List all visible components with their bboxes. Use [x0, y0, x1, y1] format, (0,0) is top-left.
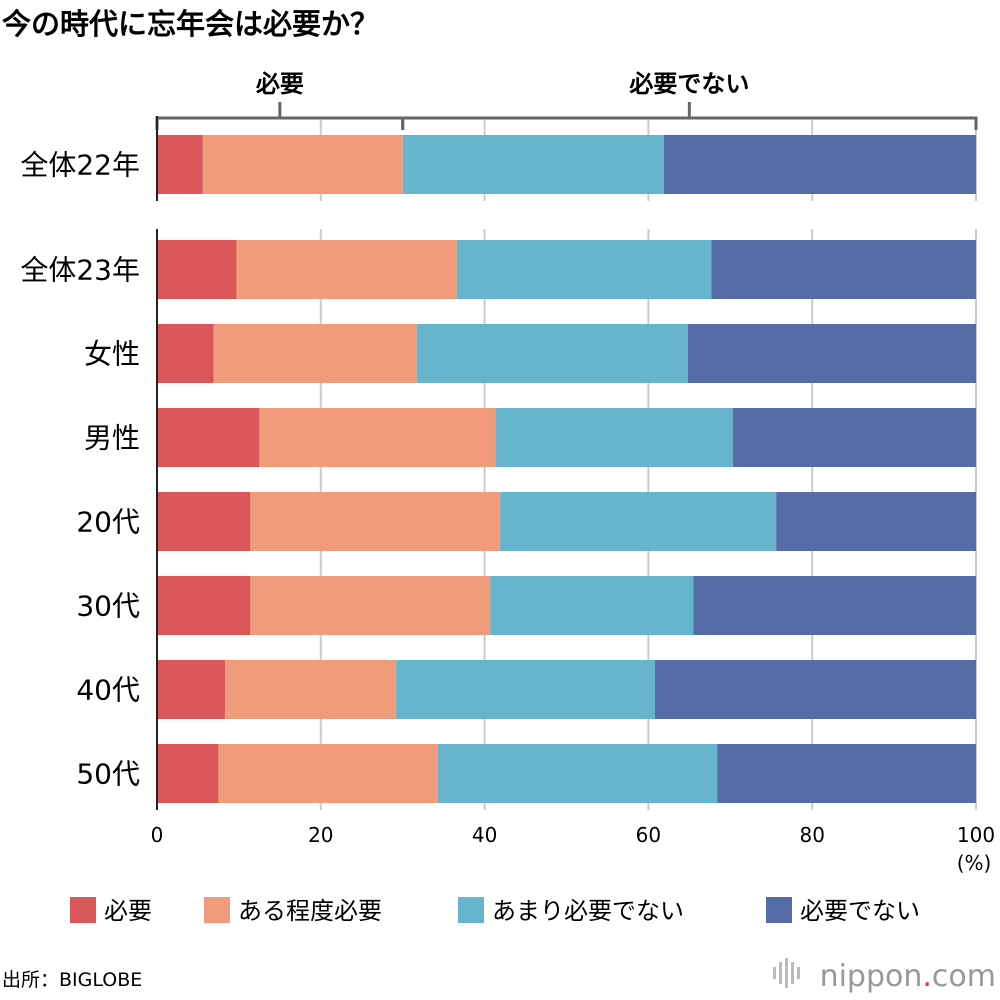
bar-segment	[157, 324, 214, 383]
bar-segment	[157, 135, 203, 194]
legend-swatch	[458, 897, 484, 923]
bar-segment	[224, 660, 397, 719]
x-tick-label: 0	[151, 823, 164, 847]
category-label: 20代	[76, 506, 140, 539]
bar-segment	[259, 408, 496, 467]
bar-segment	[776, 492, 976, 551]
brand-suffix: com	[932, 959, 996, 994]
bar-segment	[495, 408, 733, 467]
brand-name: nippon	[820, 959, 923, 994]
bar-segment	[202, 135, 403, 194]
category-label: 40代	[76, 674, 140, 707]
bar-segment	[157, 492, 251, 551]
bar-segment	[732, 408, 976, 467]
legend-label: 必要	[104, 897, 152, 925]
category-label: 男性	[84, 422, 140, 455]
category-label: 全体22年	[20, 149, 140, 182]
bar-segment	[437, 744, 718, 803]
category-label: 全体23年	[20, 254, 140, 287]
bar-segment	[213, 324, 417, 383]
x-tick-label: 60	[636, 823, 661, 847]
brand-text: nippon.com	[820, 959, 996, 994]
legend-swatch	[766, 897, 792, 923]
brand-waves-icon	[773, 958, 800, 988]
bars	[157, 135, 976, 803]
legend-swatch	[204, 897, 230, 923]
group-bracket	[155, 116, 405, 130]
source-note: 出所：BIGLOBE	[2, 969, 142, 991]
legend-label: ある程度必要	[238, 897, 382, 925]
group-label: 必要でない	[629, 70, 749, 98]
bar-segment	[654, 660, 976, 719]
category-label: 30代	[76, 590, 140, 623]
group-bracket	[401, 116, 978, 130]
legend-label: 必要でない	[800, 897, 920, 925]
bar-segment	[157, 240, 237, 299]
category-label: 50代	[76, 758, 140, 791]
bar-segment	[687, 324, 976, 383]
legend-label: あまり必要でない	[492, 897, 684, 925]
legend: 必要 ある程度必要 あまり必要でない 必要でない	[70, 897, 920, 925]
brand-dot: .	[922, 959, 932, 994]
brand-logo: nippon.com	[773, 958, 996, 994]
bar-segment	[250, 576, 491, 635]
group-brackets: 必要 必要でない	[155, 70, 978, 130]
bar-segment	[456, 240, 712, 299]
bar-segment	[693, 576, 976, 635]
bar-segment	[490, 576, 694, 635]
category-label: 女性	[84, 338, 140, 371]
unit-label: (%)	[957, 851, 992, 875]
x-tick-label: 100	[957, 823, 995, 847]
bar-segment	[396, 660, 655, 719]
bar-segment	[416, 324, 688, 383]
x-tick-label: 40	[472, 823, 497, 847]
group-label: 必要	[256, 70, 304, 98]
bar-segment	[157, 744, 219, 803]
chart-title: 今の時代に忘年会は必要か？	[2, 7, 379, 41]
x-tick-label: 20	[308, 823, 333, 847]
legend-swatch	[70, 897, 96, 923]
bar-segment	[218, 744, 438, 803]
bar-segment	[717, 744, 976, 803]
bar-segment	[500, 492, 777, 551]
bar-segment	[250, 492, 501, 551]
bar-segment	[236, 240, 457, 299]
bar-segment	[402, 135, 664, 194]
x-tick-labels: 0 20 40 60 80 100	[151, 823, 995, 847]
bar-segment	[157, 660, 225, 719]
bar-segment	[157, 576, 251, 635]
x-tick-label: 80	[799, 823, 824, 847]
bar-segment	[157, 408, 260, 467]
bar-segment	[711, 240, 976, 299]
bar-segment	[663, 135, 976, 194]
